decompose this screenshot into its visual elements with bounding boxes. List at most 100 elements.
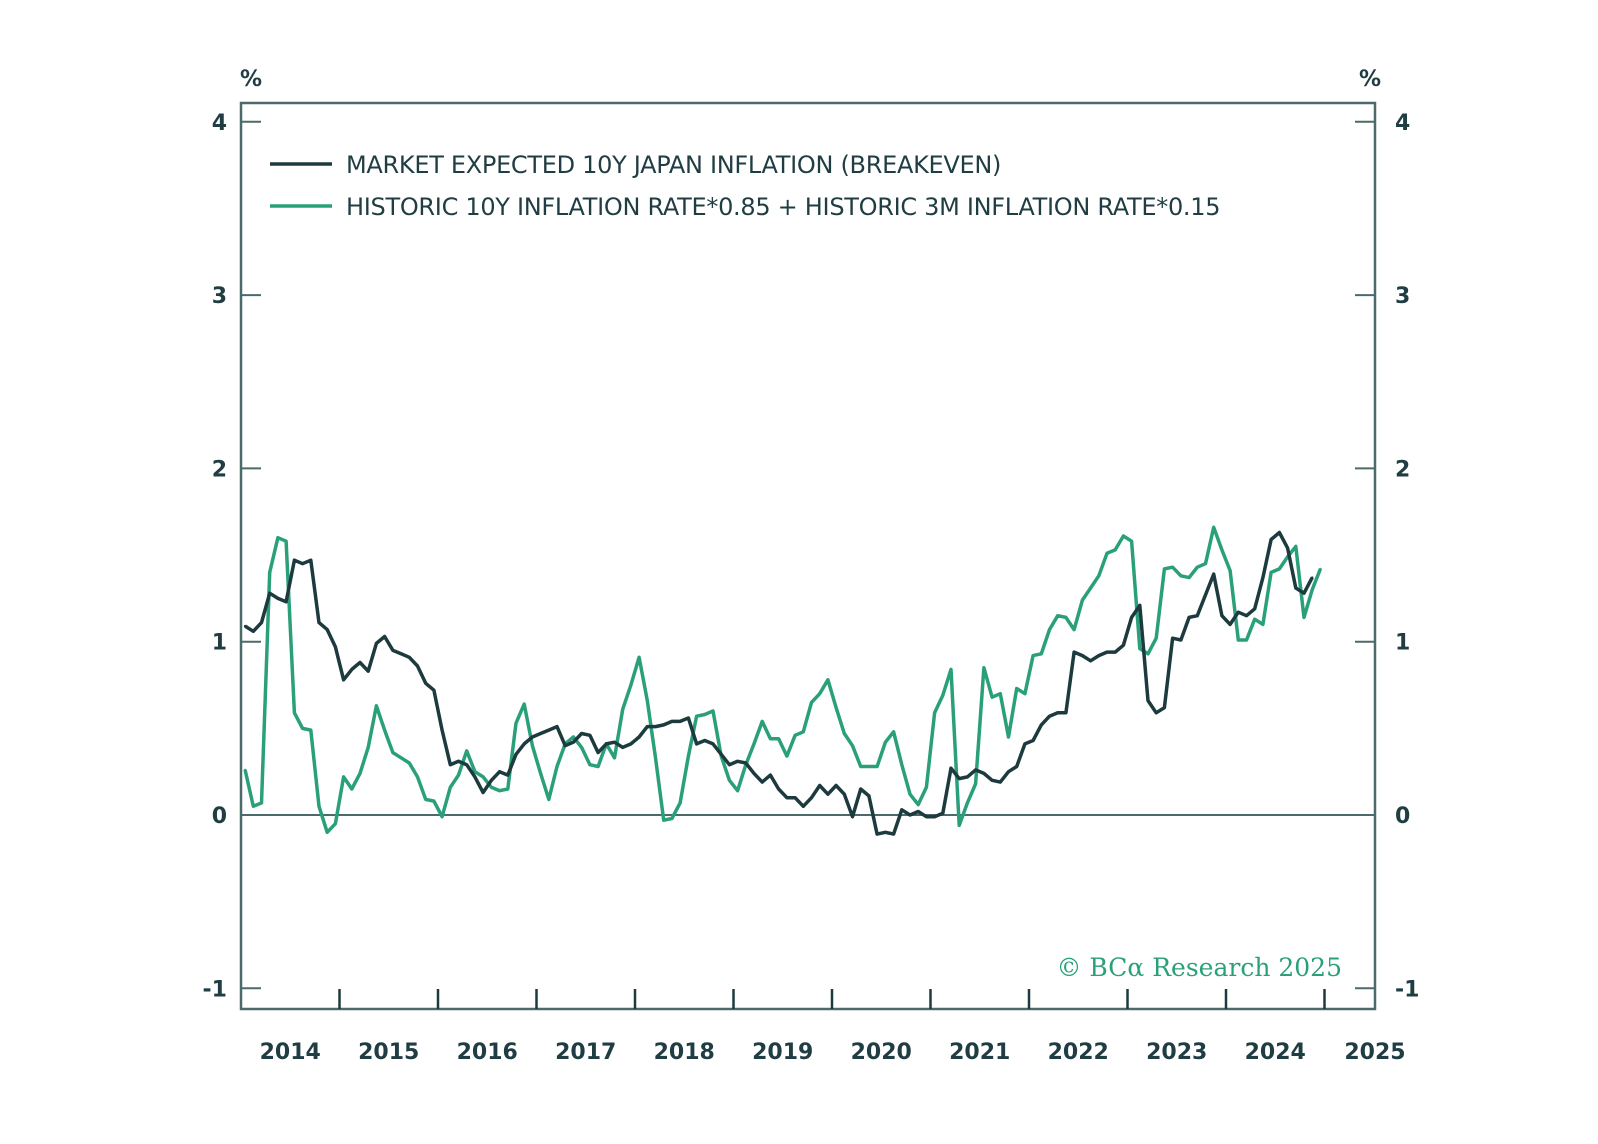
data-point [1294, 545, 1298, 548]
data-point [654, 725, 657, 728]
data-point [908, 793, 912, 796]
data-point [1196, 614, 1199, 617]
data-point [1048, 715, 1051, 718]
data-point [966, 775, 969, 779]
data-point [1179, 638, 1183, 642]
data-point [1196, 566, 1199, 569]
x-tick-label: 2024 [1245, 1040, 1306, 1065]
y-axis-ticks: -1 -1 0 0 1 1 2 2 3 3 4 4 [203, 111, 1420, 1002]
data-point [424, 798, 427, 801]
data-point [1245, 638, 1248, 642]
data-point [309, 728, 312, 732]
data-point [999, 780, 1002, 784]
data-point [917, 803, 920, 806]
y-tick-label-left: 3 [212, 284, 227, 309]
data-point [1081, 654, 1084, 657]
data-point [506, 773, 509, 777]
data-point [1187, 616, 1191, 619]
data-point [588, 734, 592, 737]
data-point [1138, 647, 1142, 650]
data-point [1146, 699, 1150, 702]
data-point [1105, 552, 1109, 555]
data-point [900, 763, 903, 766]
data-point [670, 720, 674, 723]
x-tick-label: 2020 [851, 1040, 912, 1065]
data-point [892, 730, 895, 733]
data-point [1048, 628, 1051, 631]
data-point [884, 741, 887, 744]
series-line-historic [243, 525, 1323, 835]
data-point [851, 744, 854, 747]
data-point [1228, 623, 1232, 626]
data-point [1089, 586, 1092, 590]
data-point [367, 670, 370, 673]
data-point [465, 763, 468, 766]
data-point [490, 779, 493, 782]
data-point [260, 801, 263, 805]
data-point [572, 735, 575, 739]
data-point [432, 689, 436, 692]
y-tick-label-right: 4 [1395, 111, 1410, 136]
data-point [629, 683, 633, 687]
data-point [629, 742, 633, 746]
data-point [884, 831, 887, 834]
data-point [752, 742, 756, 746]
data-point [1163, 567, 1166, 571]
data-point [1171, 566, 1174, 569]
data-point [1237, 638, 1240, 642]
data-point [826, 678, 830, 681]
data-point [1015, 687, 1018, 690]
data-point [605, 742, 608, 746]
legend-label-breakeven: MARKET EXPECTED 10Y JAPAN INFLATION (BRE… [346, 151, 1001, 179]
data-point [711, 742, 715, 746]
data-point [523, 742, 526, 746]
data-point [1278, 531, 1281, 534]
data-point [1269, 571, 1273, 574]
x-tick-label: 2021 [949, 1040, 1010, 1065]
legend: MARKET EXPECTED 10Y JAPAN INFLATION (BRE… [270, 151, 1221, 221]
data-point [596, 751, 600, 754]
data-point [728, 779, 731, 782]
series-layer [243, 525, 1323, 836]
data-point [1015, 765, 1018, 768]
data-point [982, 772, 986, 775]
data-point [457, 760, 460, 763]
data-point [728, 763, 731, 766]
data-point [531, 744, 534, 747]
data-point [284, 540, 288, 543]
data-point [1245, 614, 1248, 617]
left-axis-unit-label: % [240, 67, 262, 92]
data-point [1122, 534, 1125, 538]
data-point [523, 702, 526, 706]
data-point [1007, 770, 1010, 773]
data-point [276, 536, 280, 539]
data-point [785, 796, 789, 799]
data-point [555, 725, 559, 728]
data-point [843, 793, 846, 796]
data-point [810, 796, 813, 799]
data-point [1302, 592, 1306, 595]
data-point [572, 741, 575, 744]
y-tick-label-left: 4 [212, 111, 227, 136]
data-point [678, 720, 682, 723]
data-point [949, 767, 953, 770]
x-tick-label: 2015 [358, 1040, 419, 1065]
data-point [301, 727, 304, 730]
data-point [1023, 742, 1027, 746]
data-point [408, 761, 411, 765]
data-point [670, 817, 674, 820]
data-point [802, 805, 805, 808]
data-point [1269, 538, 1273, 541]
data-point [777, 737, 780, 740]
data-point [514, 753, 518, 756]
data-point [695, 715, 698, 718]
data-point [1072, 650, 1076, 654]
data-point [761, 780, 764, 784]
data-point [498, 770, 501, 773]
data-point [958, 777, 961, 780]
data-point [440, 728, 444, 732]
data-point [481, 775, 485, 779]
data-point [580, 746, 583, 749]
data-point [457, 773, 460, 777]
data-point [662, 819, 665, 822]
